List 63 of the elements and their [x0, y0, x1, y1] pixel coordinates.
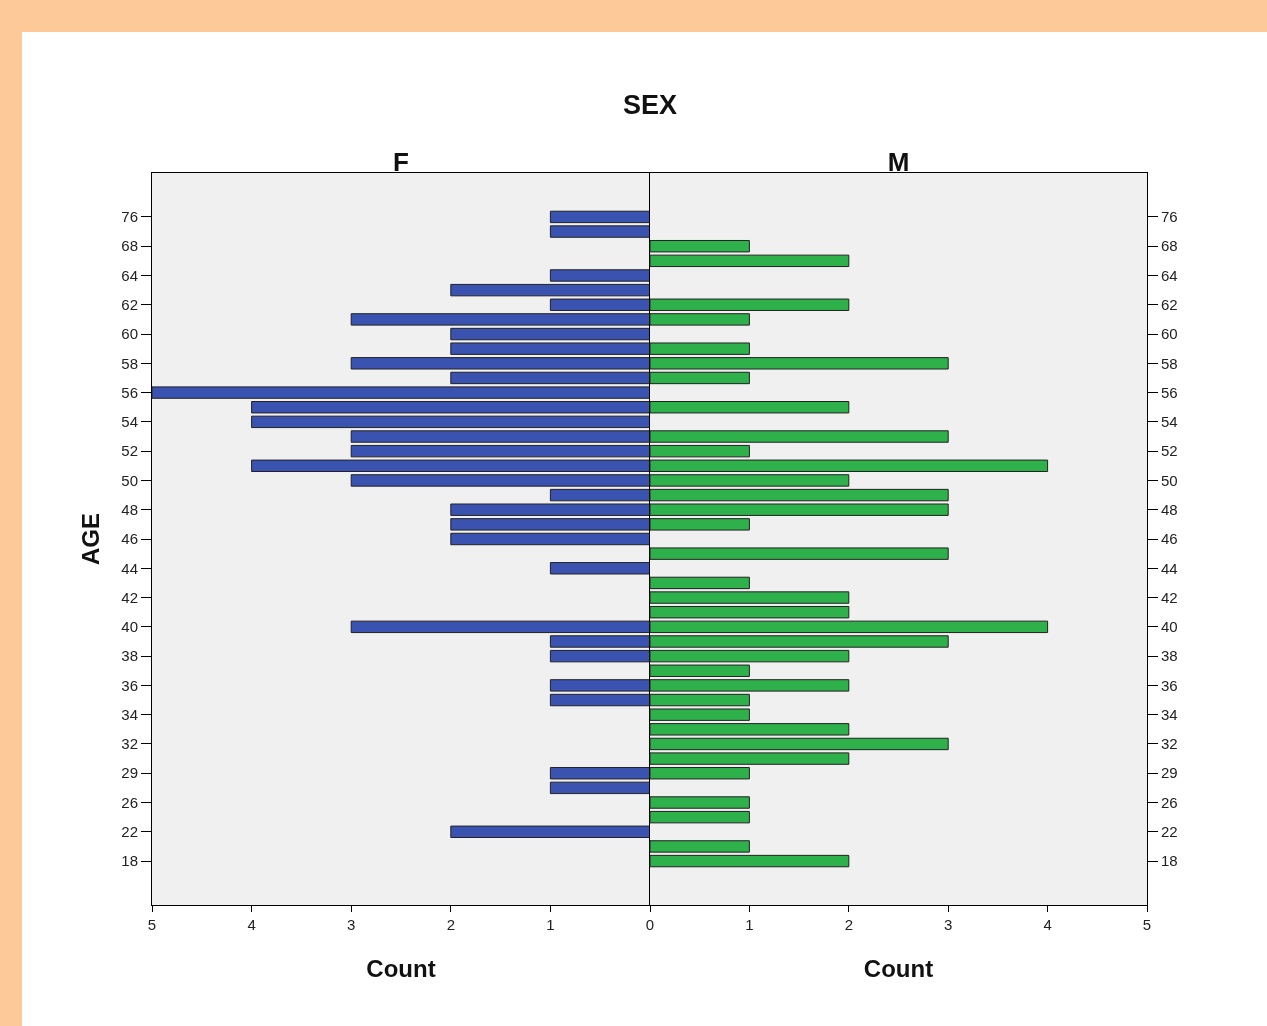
- y-tick-label: 22: [1161, 823, 1178, 841]
- y-tick-label: 22: [121, 823, 138, 841]
- y-tick-label: 54: [121, 413, 138, 431]
- y-tick-label: 38: [1161, 647, 1178, 665]
- y-tick-label: 62: [1161, 296, 1178, 314]
- y-tick-label: 76: [121, 208, 138, 226]
- y-tick-label: 36: [1161, 676, 1178, 694]
- y-tick-label: 64: [1161, 266, 1178, 284]
- y-tick-label: 60: [121, 325, 138, 343]
- y-tick-label: 29: [121, 764, 138, 782]
- y-tick-label: 18: [121, 852, 138, 870]
- y-tick-label: 48: [121, 500, 138, 518]
- y-tick-label: 54: [1161, 413, 1178, 431]
- y-tick-label: 36: [121, 676, 138, 694]
- x-tick-label: 1: [745, 916, 754, 933]
- y-tick-label: 52: [121, 442, 138, 460]
- y-tick-label: 32: [121, 735, 138, 753]
- y-tick-label: 44: [1161, 559, 1178, 577]
- x-tick-label: 5: [1142, 916, 1152, 933]
- y-tick-label: 40: [1161, 618, 1178, 636]
- y-tick-label: 56: [121, 383, 138, 401]
- x-axis-title: Count: [863, 955, 934, 983]
- y-tick-label: 34: [1161, 705, 1178, 723]
- chart-subtitle: F: [393, 147, 409, 177]
- x-tick-label: 0: [645, 916, 655, 933]
- y-axis-title: AGE: [77, 512, 105, 566]
- y-tick-label: 68: [1161, 237, 1178, 255]
- y-tick-label: 26: [1161, 793, 1178, 811]
- y-tick-label: 29: [1161, 764, 1178, 782]
- y-tick-label: 60: [1161, 325, 1178, 343]
- y-tick-label: 50: [121, 471, 138, 489]
- chart-subtitle: M: [887, 147, 910, 177]
- y-tick-label: 48: [1161, 500, 1178, 518]
- y-tick-label: 56: [1161, 383, 1178, 401]
- y-tick-label: 44: [121, 559, 138, 577]
- x-tick-label: 2: [844, 916, 853, 933]
- y-tick-label: 62: [121, 296, 138, 314]
- x-tick-label: 3: [347, 916, 356, 933]
- y-tick-label: 26: [121, 793, 138, 811]
- x-tick-label: 3: [944, 916, 953, 933]
- x-tick-label: 2: [446, 916, 455, 933]
- x-tick-label: 1: [546, 916, 555, 933]
- y-tick-label: 64: [121, 266, 138, 284]
- y-tick-label: 42: [1161, 588, 1178, 606]
- y-tick-label: 68: [121, 237, 138, 255]
- y-tick-label: 42: [121, 588, 138, 606]
- y-tick-label: 46: [1161, 530, 1178, 548]
- y-tick-label: 40: [121, 618, 138, 636]
- y-tick-label: 58: [121, 354, 138, 372]
- y-tick-label: 58: [1161, 354, 1178, 372]
- y-tick-label: 32: [1161, 735, 1178, 753]
- x-axis-title: Count: [366, 955, 436, 983]
- y-tick-label: 50: [1161, 471, 1178, 489]
- x-tick-label: 4: [1043, 916, 1052, 933]
- y-tick-label: 46: [121, 530, 138, 548]
- y-tick-label: 18: [1161, 852, 1178, 870]
- y-tick-label: 52: [1161, 442, 1178, 460]
- chart-title: SEX: [622, 90, 678, 121]
- x-tick-label: 5: [147, 916, 157, 933]
- x-tick-label: 4: [247, 916, 256, 933]
- y-tick-label: 34: [121, 705, 138, 723]
- y-tick-label: 38: [121, 647, 138, 665]
- y-tick-label: 76: [1161, 208, 1178, 226]
